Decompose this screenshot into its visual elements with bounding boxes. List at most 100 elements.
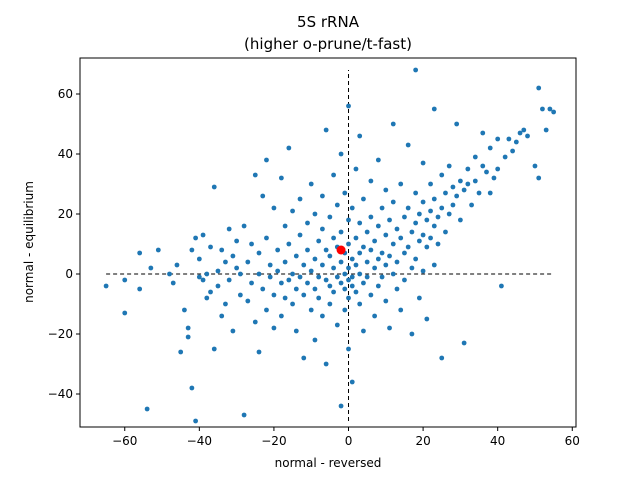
data-point [383,262,389,268]
plot-area-frame [79,57,577,428]
data-point [323,361,329,367]
data-point [517,130,523,136]
data-point [323,247,329,253]
data-point [256,271,262,277]
data-point [185,334,191,340]
data-point [327,301,333,307]
data-point [308,181,314,187]
x-tick-label: 20 [415,434,430,448]
y-tick-label: 60 [58,87,73,101]
x-tick-label: 60 [565,434,580,448]
data-point [323,127,329,133]
data-point [413,220,419,226]
data-point [189,247,195,253]
data-point [226,226,232,232]
data-point [320,226,325,232]
data-point [394,286,400,292]
data-point [551,109,557,115]
y-axis-ticks: −40 −20 0 20 40 60 [48,87,80,401]
data-point [491,175,497,181]
data-point [267,274,273,280]
data-point [342,286,348,292]
data-point [331,235,336,241]
data-point [189,385,195,391]
data-point [361,328,366,334]
data-point [275,247,281,253]
reference-lines [106,70,554,421]
data-point [454,193,460,199]
data-point [316,238,322,244]
data-point [487,145,493,151]
data-point [312,286,318,292]
data-point [375,283,381,289]
data-point [297,232,303,238]
data-point [390,121,396,127]
data-point [368,292,374,298]
data-point [122,310,128,316]
data-point [439,205,445,211]
data-point [346,346,351,352]
data-point [420,268,426,274]
data-point [346,265,351,271]
data-point [267,262,273,268]
data-point [379,250,385,256]
data-point [405,244,411,250]
data-point [375,256,381,262]
data-point [178,349,184,355]
data-point [364,274,370,280]
data-point [480,130,486,136]
data-point [547,106,553,112]
data-point [271,205,277,211]
data-point [461,340,467,346]
data-point [431,196,437,202]
data-point [416,295,422,301]
data-point [293,328,299,334]
data-point [349,274,355,280]
data-point [208,244,213,250]
data-point [536,85,542,91]
data-point [398,307,404,313]
data-point [353,289,359,295]
data-point [465,181,471,187]
data-point [409,331,415,337]
data-point [420,199,426,205]
data-point [353,262,359,268]
data-point [338,229,344,235]
data-point [510,148,516,154]
data-point [137,250,143,256]
data-point [170,280,176,286]
data-point [290,208,295,214]
data-point [271,292,277,298]
data-point [297,196,303,202]
data-point [424,217,430,223]
data-point [282,223,288,229]
data-point [320,193,325,199]
data-point [252,172,258,178]
data-point [402,277,407,283]
data-point [513,139,519,145]
data-point [237,292,243,298]
data-point [450,202,456,208]
data-point [338,259,344,265]
data-point [428,208,433,214]
data-point [428,181,433,187]
data-point [293,286,299,292]
data-point [327,253,333,259]
data-point [375,157,381,163]
data-point [357,220,363,226]
data-point [353,166,359,172]
data-point [409,265,415,271]
data-point [208,289,213,295]
data-point [387,217,392,223]
y-tick-label: −40 [48,387,73,401]
data-point [349,379,355,385]
data-point [316,274,322,280]
data-point [193,418,199,424]
data-point [525,133,530,139]
data-point [394,226,400,232]
data-point [271,325,277,331]
data-point [532,163,538,169]
data-point [361,244,366,250]
x-tick-label: 0 [345,434,353,448]
data-point [256,349,262,355]
